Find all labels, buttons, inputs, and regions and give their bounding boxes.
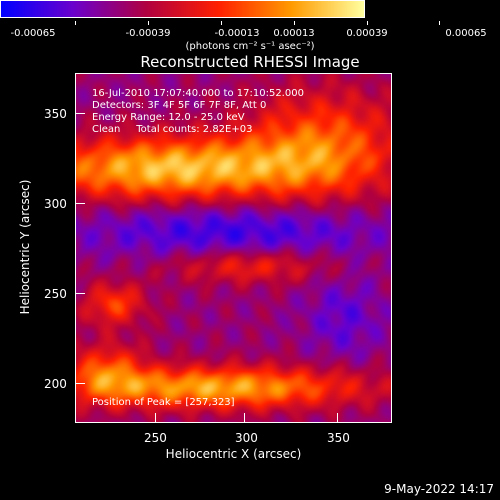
y-tick-label: 300 bbox=[44, 197, 67, 211]
y-tick bbox=[75, 113, 85, 114]
heatmap-image bbox=[76, 74, 391, 422]
x-tick-label: 250 bbox=[144, 431, 167, 445]
clean-counts-label: Clean Total counts: 2.82E+03 bbox=[92, 124, 253, 135]
x-tick bbox=[155, 413, 156, 423]
x-tick bbox=[337, 413, 338, 423]
x-tick-label: 300 bbox=[235, 431, 258, 445]
colorbar-tick bbox=[294, 21, 295, 25]
colorbar bbox=[0, 0, 365, 18]
y-tick-label: 350 bbox=[44, 107, 67, 121]
x-tick-label: 350 bbox=[327, 431, 350, 445]
y-tick bbox=[75, 203, 85, 204]
plot-area bbox=[75, 73, 392, 423]
colorbar-tick-label: 0.00039 bbox=[346, 28, 388, 39]
colorbar-tick-label: 0.00013 bbox=[273, 28, 315, 39]
colorbar-tick-label: -0.00013 bbox=[214, 28, 260, 39]
colorbar-tick-label: -0.00039 bbox=[125, 28, 171, 39]
colorbar-tick bbox=[367, 21, 368, 25]
y-tick-label: 250 bbox=[44, 287, 67, 301]
colorbar-tick-label: 0.00065 bbox=[445, 28, 487, 39]
colorbar-tick bbox=[148, 21, 149, 25]
y-axis-label: Heliocentric Y (arcsec) bbox=[18, 179, 32, 315]
y-tick bbox=[75, 383, 85, 384]
time-range-label: 16-Jul-2010 17:07:40.000 to 17:10:52.000 bbox=[92, 88, 304, 99]
y-tick bbox=[75, 293, 85, 294]
colorbar-tick bbox=[75, 21, 76, 25]
colorbar-tick bbox=[221, 21, 222, 25]
colorbar-tick-label: -0.00065 bbox=[10, 28, 56, 39]
x-tick bbox=[244, 413, 245, 423]
detectors-label: Detectors: 3F 4F 5F 6F 7F 8F, Att 0 bbox=[92, 100, 267, 111]
date-stamp: 9-May-2022 14:17 bbox=[384, 482, 494, 496]
energy-range-label: Energy Range: 12.0 - 25.0 keV bbox=[92, 112, 245, 123]
colorbar-units: (photons cm⁻² s⁻¹ asec⁻²) bbox=[185, 41, 315, 52]
peak-position-label: Position of Peak = [257,323] bbox=[92, 397, 235, 408]
y-tick-label: 200 bbox=[44, 377, 67, 391]
colorbar-tick bbox=[439, 21, 440, 25]
chart-title: Reconstructed RHESSI Image bbox=[140, 53, 360, 71]
x-axis-label: Heliocentric X (arcsec) bbox=[165, 447, 302, 461]
